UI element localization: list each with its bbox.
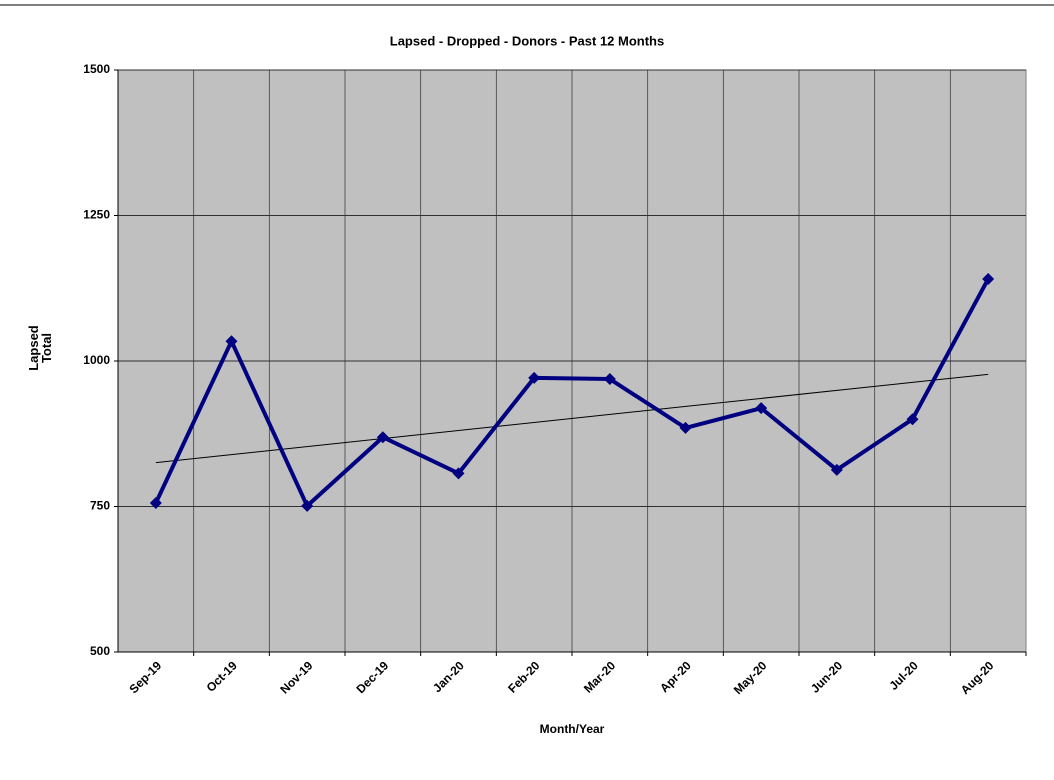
x-tick-label: Feb-20 — [505, 658, 542, 695]
x-axis-label: Month/Year — [540, 722, 605, 736]
data-point — [225, 335, 238, 348]
data-point — [301, 499, 314, 512]
data-point — [982, 272, 995, 285]
y-tick-label: 1500 — [83, 62, 110, 76]
x-tick-label: May-20 — [731, 658, 770, 697]
data-point — [603, 373, 616, 386]
x-tick-label: Oct-19 — [204, 658, 241, 695]
data-point — [376, 431, 389, 444]
data-point — [679, 421, 692, 434]
x-tick-label: Nov-19 — [277, 658, 315, 696]
x-tick-label: Apr-20 — [657, 658, 694, 695]
data-point — [149, 497, 162, 510]
y-tick-label: 750 — [90, 499, 110, 513]
x-tick-label: Sep-19 — [126, 658, 164, 696]
data-line — [154, 277, 990, 508]
data-point — [906, 413, 919, 426]
y-tick-label: 1250 — [83, 208, 110, 222]
x-tick-label: Mar-20 — [581, 658, 618, 695]
y-tick-label: 1000 — [83, 353, 110, 367]
x-tick-label: Dec-19 — [353, 658, 391, 696]
data-point — [755, 402, 768, 415]
data-point — [452, 467, 465, 480]
chart-title: Lapsed - Dropped - Donors - Past 12 Mont… — [390, 33, 664, 48]
x-tick-label: Jun-20 — [808, 658, 845, 695]
data-point — [528, 371, 541, 384]
y-tick-label: 500 — [90, 644, 110, 658]
y-axis-label: Lapsed Total — [26, 325, 54, 371]
trend-line — [155, 373, 989, 464]
x-tick-label: Jul-20 — [886, 658, 921, 693]
x-tick-label: Jan-20 — [430, 658, 467, 695]
data-point — [830, 463, 843, 476]
x-tick-label: Aug-20 — [958, 658, 997, 697]
